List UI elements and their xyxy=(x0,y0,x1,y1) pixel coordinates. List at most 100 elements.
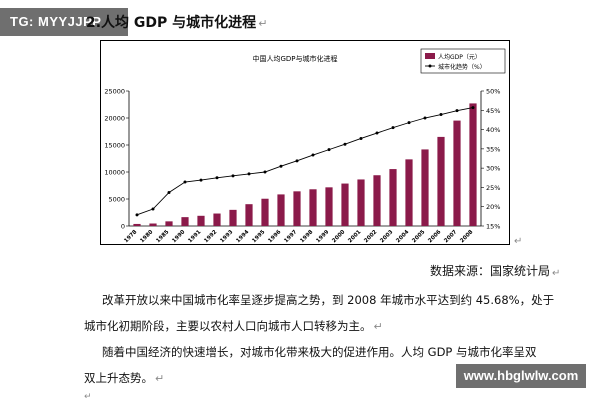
gdp-bar xyxy=(453,120,461,226)
x-tick-label: 1980 xyxy=(139,229,154,244)
watermark-top: TG: MYYJJPP xyxy=(0,8,128,36)
gdp-bar xyxy=(133,223,141,226)
x-tick-label: 2002 xyxy=(363,229,378,244)
x-tick-label: 1990 xyxy=(171,229,186,244)
urbanization-point xyxy=(135,213,139,217)
right-tick-label: 25% xyxy=(486,184,500,192)
x-tick-label: 2001 xyxy=(347,229,362,244)
legend-marker-urbanization xyxy=(428,64,432,68)
gdp-bar xyxy=(469,103,477,226)
urbanization-point xyxy=(215,176,219,180)
gdp-bar xyxy=(149,223,157,226)
x-tick-label: 1998 xyxy=(299,229,314,244)
body-paragraph-3: 随着中国经济的快速增长，对城市化带来极大的促进作用。人均 GDP 与城市化率呈双 xyxy=(102,344,537,360)
body-paragraph-2-text: 城市化初期阶段，主要以农村人口向城市人口转移为主。 xyxy=(84,319,372,333)
gdp-bar xyxy=(277,194,285,226)
right-tick-label: 15% xyxy=(486,223,500,231)
urbanization-point xyxy=(247,172,251,176)
gdp-bar xyxy=(309,189,317,226)
gdp-bar xyxy=(373,175,381,226)
right-tick-label: 20% xyxy=(486,203,500,211)
urbanization-point xyxy=(199,178,203,182)
left-tick-label: 10000 xyxy=(104,169,125,177)
left-tick-label: 15000 xyxy=(104,142,125,150)
gdp-bar xyxy=(197,215,205,226)
gdp-bar xyxy=(357,179,365,226)
section-heading-text: 2.人均 GDP 与城市化进程 xyxy=(86,15,257,31)
legend-label-gdp: 人均GDP（元） xyxy=(438,53,481,61)
urbanization-point xyxy=(423,116,427,120)
x-tick-label: 1997 xyxy=(283,229,298,244)
urbanization-point xyxy=(407,121,411,125)
x-tick-label: 1995 xyxy=(251,229,266,244)
right-tick-label: 40% xyxy=(486,126,500,134)
left-tick-label: 0 xyxy=(121,223,125,231)
x-tick-label: 2007 xyxy=(443,229,458,244)
gdp-bar xyxy=(421,149,429,226)
gdp-bar xyxy=(261,198,269,226)
x-tick-label: 1994 xyxy=(235,229,250,244)
body-paragraph-4-text: 双上升态势。 xyxy=(84,371,153,385)
gdp-bar xyxy=(181,217,189,226)
gdp-bar xyxy=(389,169,397,226)
urbanization-point xyxy=(455,109,459,113)
paragraph-mark-icon: ↵ xyxy=(155,372,165,385)
paragraph-mark-icon: ↵ xyxy=(514,236,523,247)
left-tick-label: 25000 xyxy=(104,88,125,96)
urbanization-line xyxy=(136,107,474,216)
x-tick-label: 1996 xyxy=(267,229,282,244)
gdp-bar xyxy=(165,221,173,226)
urbanization-point xyxy=(327,148,331,152)
data-source: 数据来源：国家统计局 xyxy=(429,264,550,278)
urbanization-point xyxy=(439,113,443,117)
urbanization-point xyxy=(343,142,347,146)
urbanization-point xyxy=(375,131,379,135)
chart-frame: 中国人均GDP与城市化进程 0 5000 10000 15000 20000 25000 15… xyxy=(100,40,510,245)
urbanization-point xyxy=(279,164,283,168)
left-tick-label: 20000 xyxy=(104,115,125,123)
x-tick-label: 2000 xyxy=(331,229,346,244)
urbanization-point xyxy=(151,207,155,211)
gdp-bar xyxy=(405,159,413,226)
section-heading: 2.人均 GDP 与城市化进程 ↵ xyxy=(86,12,267,32)
x-tick-label: 2003 xyxy=(379,229,394,244)
x-tick-label: 2008 xyxy=(459,229,474,244)
urbanization-point xyxy=(263,170,267,174)
left-tick-label: 5000 xyxy=(108,196,125,204)
urbanization-point xyxy=(183,180,187,184)
urbanization-point xyxy=(391,126,395,130)
body-paragraph-1: 改革开放以来中国城市化率呈逐步提高之势，到 2008 年城市水平达到约 45.6… xyxy=(102,292,554,308)
paragraph-mark-icon: ↵ xyxy=(84,392,92,402)
x-tick-label: 2005 xyxy=(411,229,426,244)
x-tick-label: 1992 xyxy=(203,229,218,244)
urbanization-point xyxy=(471,106,475,110)
gdp-bar xyxy=(341,183,349,226)
x-tick-label: 1978 xyxy=(123,229,138,244)
gdp-bar xyxy=(229,209,237,226)
urbanization-point xyxy=(231,174,235,178)
paragraph-mark-icon: ↵ xyxy=(258,17,268,30)
body-paragraph-3-text: 随着中国经济的快速增长，对城市化带来极大的促进作用。人均 GDP 与城市化率呈双 xyxy=(102,345,537,359)
x-tick-label: 2004 xyxy=(395,229,410,244)
x-tick-label: 1991 xyxy=(187,229,202,244)
paragraph-mark-icon: ↵ xyxy=(373,320,383,333)
urbanization-point xyxy=(359,136,363,140)
chart-title: 中国人均GDP与城市化进程 xyxy=(252,54,337,63)
gdp-urbanization-chart: 中国人均GDP与城市化进程 0 5000 10000 15000 20000 25000 15… xyxy=(104,48,506,244)
gdp-bar xyxy=(325,187,333,226)
urbanization-point xyxy=(167,190,171,194)
gdp-bar xyxy=(437,136,445,226)
x-tick-label: 2006 xyxy=(427,229,442,244)
legend-swatch-gdp xyxy=(425,53,435,59)
right-tick-label: 45% xyxy=(486,107,500,115)
right-tick-label: 35% xyxy=(486,145,500,153)
legend-label-urbanization: 城市化趋势（%） xyxy=(438,63,486,71)
x-tick-label: 1993 xyxy=(219,229,234,244)
body-paragraph-2: 城市化初期阶段，主要以农村人口向城市人口转移为主。 ↵ xyxy=(84,318,383,335)
x-tick-label: 1999 xyxy=(315,229,330,244)
right-tick-label: 30% xyxy=(486,165,500,173)
gdp-bar xyxy=(245,204,253,226)
urbanization-point xyxy=(295,159,299,163)
gdp-bar xyxy=(213,213,221,226)
x-tick-label: 1985 xyxy=(155,229,170,244)
